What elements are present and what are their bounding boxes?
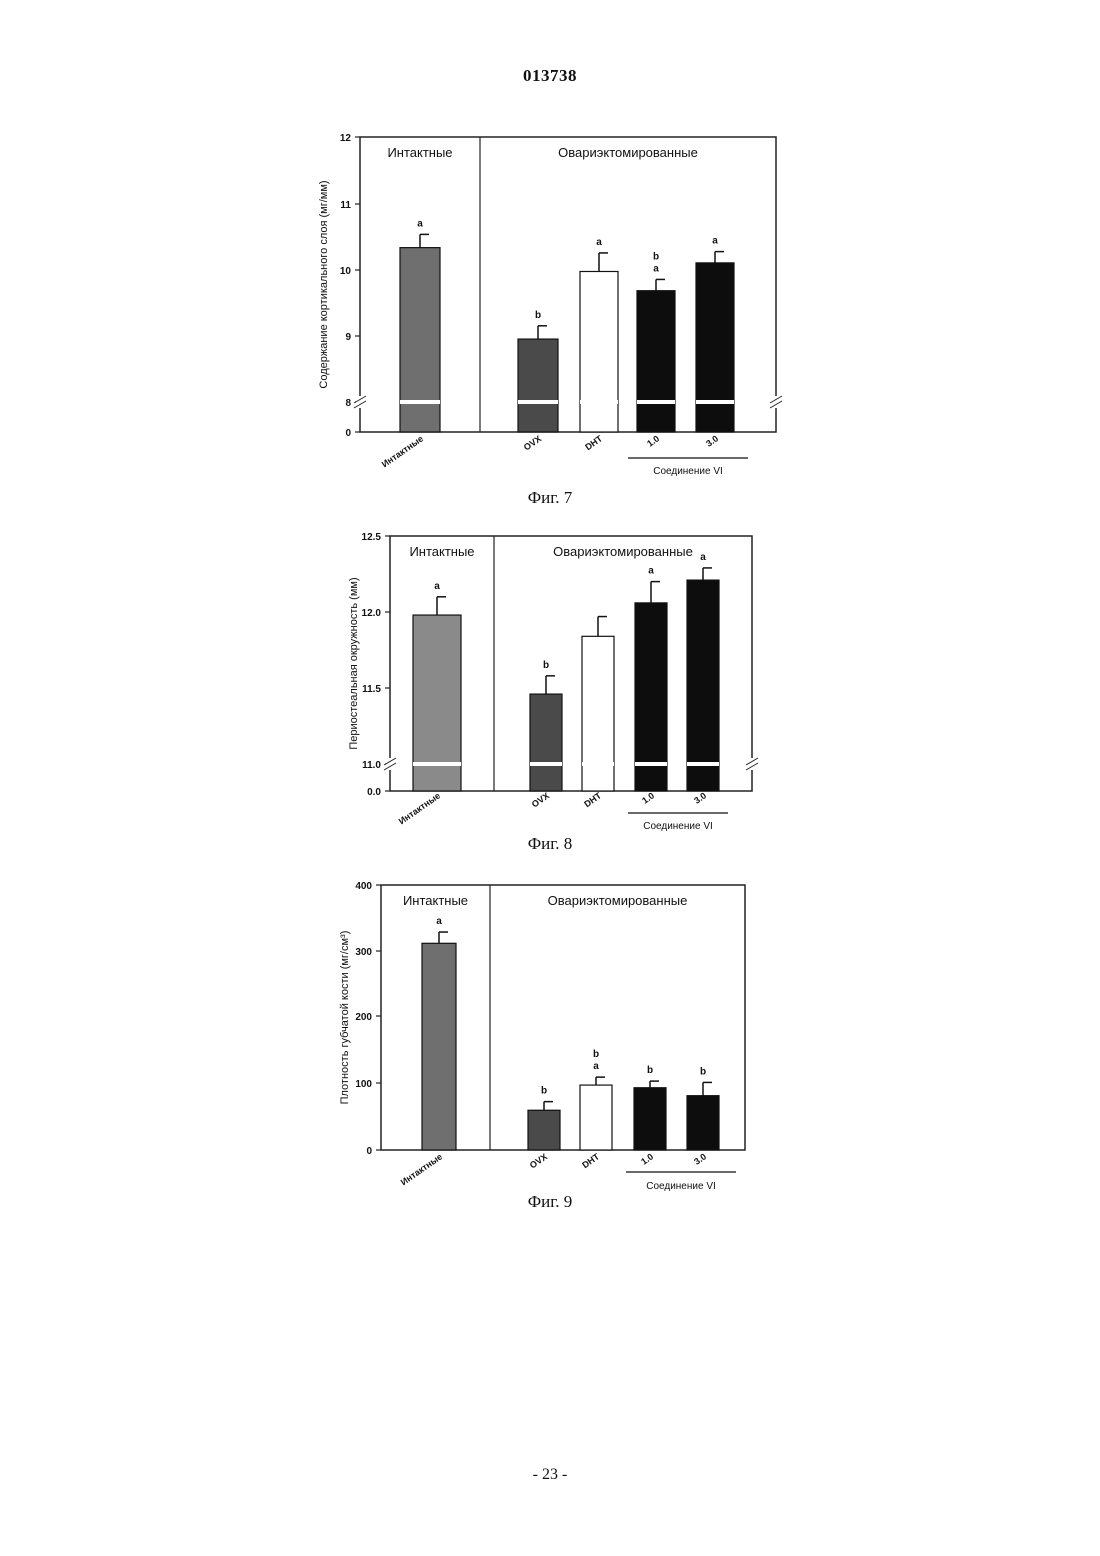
- category-label: Интактные: [399, 1151, 444, 1187]
- category-label: OVX: [528, 1151, 549, 1170]
- bar-Интактные: [422, 943, 456, 1150]
- compound-label: Соединение VI: [646, 1181, 716, 1192]
- category-label: DHT: [580, 1151, 601, 1170]
- group-header-ovariectomized: Овариэктомированные: [548, 893, 688, 908]
- bar-DHT: [580, 1085, 612, 1150]
- significance-label: b: [647, 1065, 653, 1076]
- y-tick-label: 200: [355, 1012, 372, 1023]
- figure-9-chart: Интактные Овариэктомированные 400 300 200 100…: [0, 0, 1100, 1200]
- significance-label: b: [541, 1086, 547, 1097]
- significance-label: b: [700, 1066, 706, 1077]
- y-tick-label: 400: [355, 881, 372, 892]
- group-header-intact: Интактные: [403, 893, 468, 908]
- bar-OVX: [528, 1110, 560, 1150]
- significance-label: a: [436, 916, 442, 927]
- y-axis-title: Плотность губчатой кости (мг/см³): [339, 931, 351, 1105]
- y-tick-label: 0: [366, 1146, 372, 1157]
- significance-label: a: [593, 1061, 599, 1072]
- significance-label: b: [593, 1049, 599, 1060]
- y-tick-label: 100: [355, 1079, 372, 1090]
- figure-9-caption: Фиг. 9: [0, 1192, 1100, 1212]
- bar-3.0: [687, 1096, 719, 1150]
- category-label: 3.0: [692, 1151, 708, 1166]
- bar-1.0: [634, 1088, 666, 1150]
- category-label: 1.0: [639, 1151, 655, 1166]
- page-number: - 23 -: [0, 1466, 1100, 1484]
- y-tick-label: 300: [355, 947, 372, 958]
